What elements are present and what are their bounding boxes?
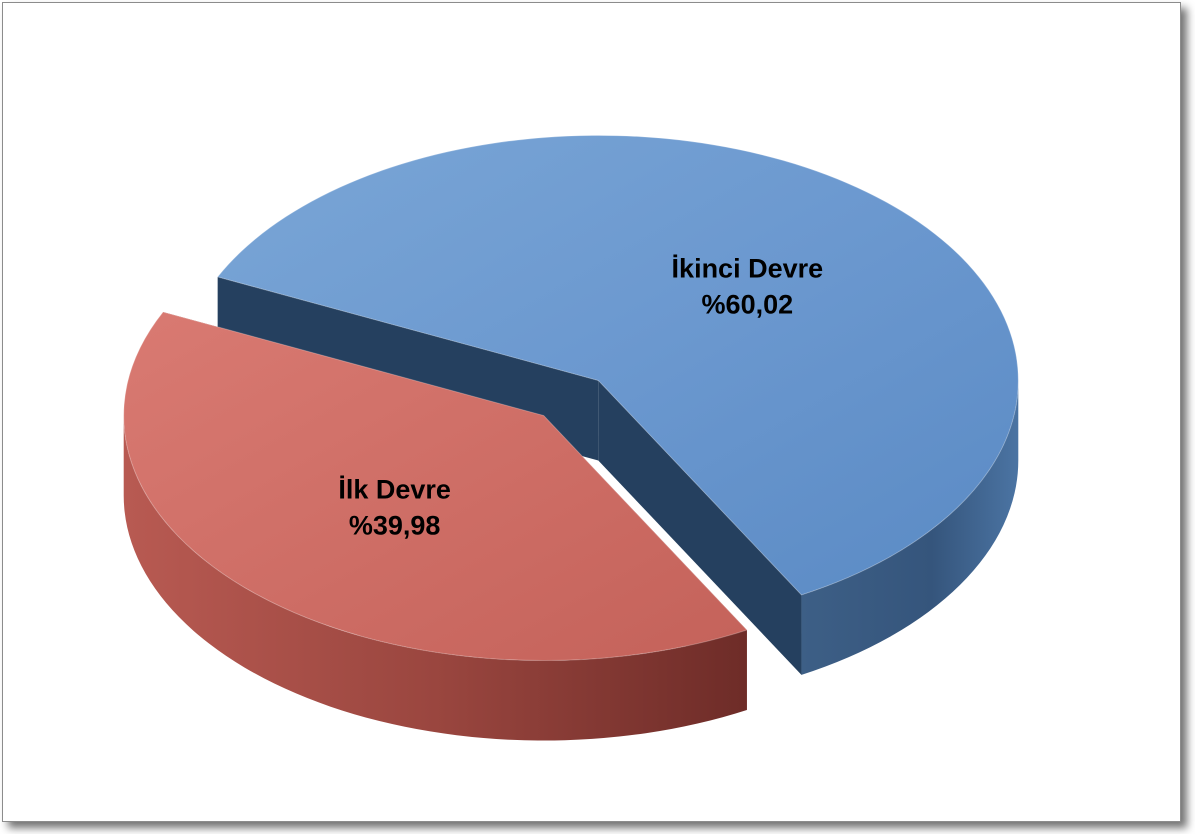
pie-slice-1-rim-1	[801, 380, 1019, 675]
pie-slice-2-rim-1	[123, 415, 747, 741]
pie-slice-1-label: İkinci Devre	[672, 253, 824, 283]
pie-slice-2-label: İlk Devre	[338, 475, 451, 505]
pie-slice-1-wall-2	[598, 380, 802, 675]
chart-frame: İkinci Devre %60,02 İlk Devre %39,98	[2, 2, 1181, 822]
pie-slice-1-value-label: %60,02	[702, 289, 794, 319]
pie-slice-1-top	[216, 134, 1019, 596]
pie-slice-2-top	[123, 311, 748, 661]
pie-slice-2	[123, 311, 748, 741]
pie-chart: İkinci Devre %60,02 İlk Devre %39,98	[123, 134, 1019, 741]
pie-slice-2-value-label: %39,98	[349, 511, 441, 541]
